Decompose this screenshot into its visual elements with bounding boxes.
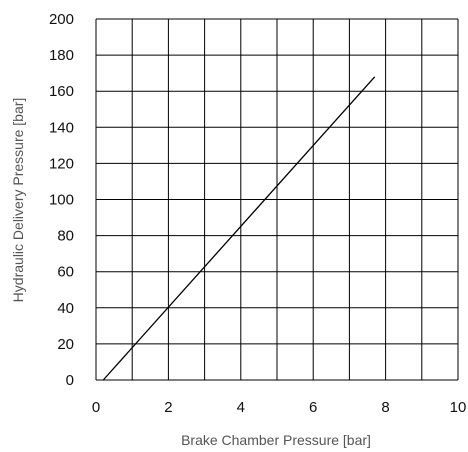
x-tick-label: 0 <box>92 399 100 416</box>
y-tick-label: 80 <box>57 228 74 245</box>
x-tick-label: 4 <box>237 399 245 416</box>
x-tick-label: 6 <box>309 399 317 416</box>
y-tick-label: 40 <box>57 300 74 317</box>
grid <box>95 18 459 381</box>
series-layer <box>102 76 376 381</box>
series-line <box>102 76 376 381</box>
y-tick-label: 60 <box>57 264 74 281</box>
y-axis-ticks: 0 20 40 60 80 100 120 140 160 180 200 <box>49 11 74 389</box>
y-tick-label: 20 <box>57 336 74 353</box>
y-tick-label: 120 <box>49 155 74 172</box>
x-tick-label: 2 <box>164 399 172 416</box>
x-axis-title: Brake Chamber Pressure [bar] <box>181 432 371 448</box>
y-tick-label: 100 <box>49 192 74 209</box>
x-axis-ticks: 0 2 4 6 8 10 <box>92 399 467 416</box>
y-tick-label: 160 <box>49 83 74 100</box>
y-tick-label: 180 <box>49 47 74 64</box>
x-tick-label: 10 <box>450 399 467 416</box>
y-tick-label: 140 <box>49 119 74 136</box>
y-tick-label: 0 <box>66 372 74 389</box>
x-tick-label: 8 <box>381 399 389 416</box>
y-tick-label: 200 <box>49 11 74 28</box>
y-axis-title: Hydraulic Delivery Pressure [bar] <box>10 98 26 303</box>
